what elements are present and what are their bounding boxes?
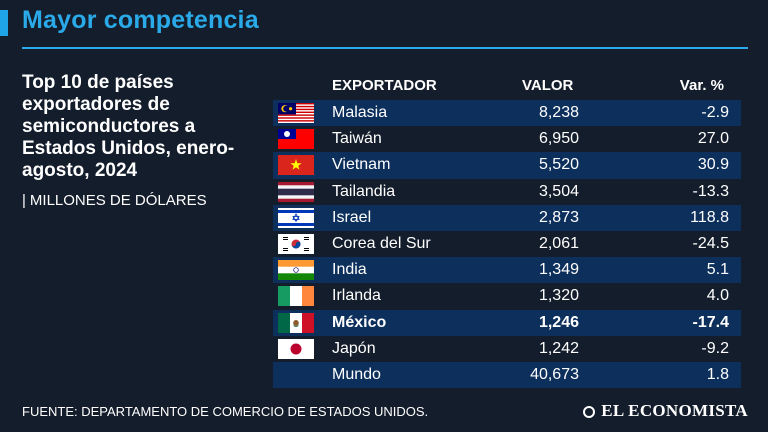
brand-mark-icon [583, 406, 596, 418]
country-name: Malasia [332, 104, 388, 121]
chart-subtitle: Top 10 de países exportadores de semicon… [22, 72, 235, 181]
change-cell: -24.5 [692, 234, 729, 252]
value-cell: 8,238 [538, 104, 579, 121]
column-header-value: VALOR [522, 77, 574, 94]
change-cell: 30.9 [697, 156, 729, 174]
country-name: Corea del Sur [332, 234, 431, 252]
headline: Mayor competencia [22, 6, 259, 34]
country-name: Israel [332, 208, 372, 226]
column-header-exporter: EXPORTADOR [332, 77, 437, 94]
total-value: 40,673 [530, 365, 579, 383]
country-name: Tailandia [332, 182, 396, 200]
change-cell: -9.2 [701, 339, 729, 357]
country-name: Irlanda [332, 287, 381, 305]
south-korea-flag-icon [278, 233, 314, 254]
units-separator: | [22, 192, 26, 209]
value-cell: 1,246 [538, 313, 579, 331]
value-cell: 1,242 [538, 339, 579, 357]
malaysia-flag-icon [278, 103, 314, 123]
country-name: Taiwán [332, 130, 382, 148]
israel-flag-icon [278, 207, 314, 228]
change-cell: -13.3 [692, 182, 729, 200]
country-name: México [332, 313, 387, 331]
value-cell: 2,873 [538, 208, 579, 226]
value-cell: 3,504 [538, 182, 579, 200]
title-rule [22, 47, 748, 49]
accent-bar [0, 10, 8, 36]
total-label: Mundo [332, 365, 381, 383]
vietnam-flag-icon [278, 155, 314, 176]
table-row: Taiwán 6,950 27.0 [273, 126, 741, 152]
ireland-flag-icon [278, 286, 314, 307]
units-text: MILLONES DE DÓLARES [29, 192, 207, 209]
table-row: México 1,246 -17.4 [273, 309, 741, 336]
units-label: | MILLONES DE DÓLARES [22, 192, 207, 209]
table-row: Israel 2,873 118.8 [273, 204, 741, 231]
total-row: Mundo 40,673 1.8 [273, 361, 741, 389]
brand-logo: EL ECONOMISTA [583, 401, 748, 421]
change-cell: 4.0 [706, 287, 729, 305]
table-row: Japón 1,242 -9.2 [273, 336, 741, 362]
table-row: Corea del Sur 2,061 -24.5 [273, 231, 741, 257]
india-flag-icon [278, 260, 314, 281]
table-row: Tailandia 3,504 -13.3 [273, 179, 741, 205]
table-row: Irlanda 1,320 4.0 [273, 283, 741, 309]
table-row: India 1,349 5.1 [273, 257, 741, 284]
change-cell: 118.8 [690, 208, 729, 226]
japan-flag-icon [278, 338, 314, 359]
value-cell: 6,950 [538, 130, 579, 148]
mexico-flag-icon [278, 312, 314, 333]
table-row: Malasia 8,238 -2.9 [273, 100, 741, 127]
country-name: Japón [332, 339, 376, 357]
total-change: 1.8 [706, 365, 729, 383]
change-cell: -17.4 [692, 313, 729, 331]
brand-name: EL ECONOMISTA [601, 401, 748, 420]
change-cell: 27.0 [697, 130, 729, 148]
table-row: Vietnam 5,520 30.9 [273, 152, 741, 179]
value-cell: 2,061 [538, 234, 579, 252]
thailand-flag-icon [278, 181, 314, 202]
value-cell: 1,349 [538, 261, 579, 279]
source-note: FUENTE: DEPARTAMENTO DE COMERCIO DE ESTA… [22, 404, 429, 419]
taiwan-flag-icon [278, 129, 314, 150]
change-cell: 5.1 [706, 261, 729, 279]
value-cell: 1,320 [538, 287, 579, 305]
change-cell: -2.9 [701, 104, 729, 121]
column-header-change: Var. % [679, 77, 724, 94]
exporters-table: Malasia 8,238 -2.9 Taiwán 6,950 27.0 Vietnam 5,… [273, 100, 741, 389]
country-name: India [332, 261, 367, 279]
country-name: Vietnam [332, 156, 391, 174]
value-cell: 5,520 [538, 156, 579, 174]
